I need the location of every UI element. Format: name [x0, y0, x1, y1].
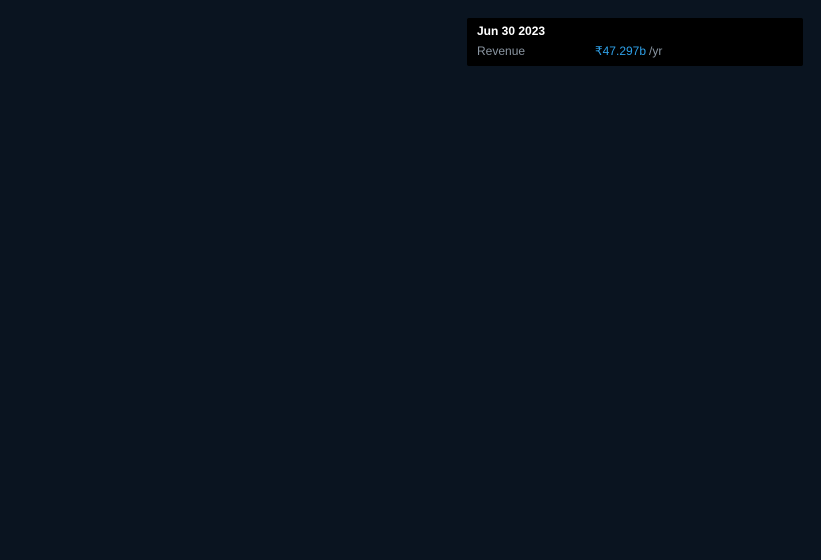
- chart-tooltip: Jun 30 2023 Revenue₹47.297b/yr: [467, 18, 803, 66]
- tooltip-date: Jun 30 2023: [477, 24, 793, 42]
- chart-svg: [18, 158, 804, 478]
- x-axis: [18, 487, 804, 501]
- tooltip-row-label: Revenue: [477, 42, 595, 60]
- tooltip-row-value: ₹47.297b/yr: [595, 42, 793, 60]
- chart-area[interactable]: [18, 158, 804, 498]
- tooltip-table: Revenue₹47.297b/yr: [477, 42, 793, 60]
